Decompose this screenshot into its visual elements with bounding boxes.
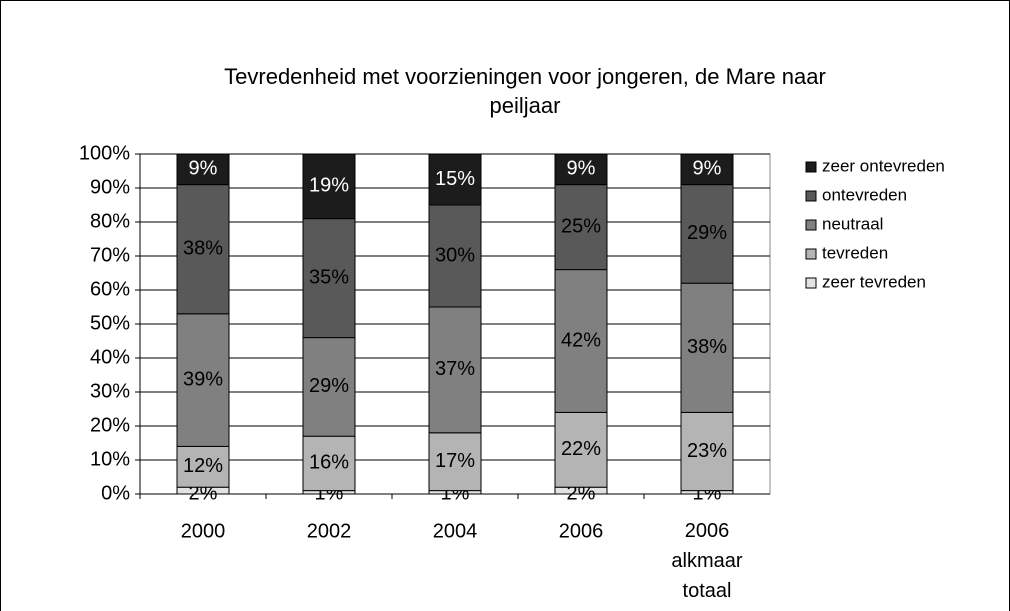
data-label: 38% (183, 237, 223, 259)
data-label: 17% (435, 450, 475, 472)
bar-segment (680, 282, 734, 413)
legend-swatch (805, 277, 817, 289)
x-tick-label: 2004 (433, 520, 478, 542)
legend-swatch (805, 248, 817, 260)
bar-segment (302, 218, 356, 339)
bar-segment (302, 153, 356, 220)
chart-title: Tevredenheid met voorzieningen voor jong… (224, 64, 826, 118)
legend-swatch (805, 190, 817, 202)
bar-segment (176, 184, 230, 315)
bar-segment (176, 445, 230, 488)
legend-label: tevreden (822, 243, 888, 262)
x-tick-label: 2006 alkmaar totaal (671, 520, 742, 602)
data-label: 2% (567, 482, 596, 504)
data-label: 9% (567, 158, 596, 180)
data-label: 29% (687, 222, 727, 244)
data-label: 16% (309, 452, 349, 474)
bar-segment (680, 153, 734, 186)
data-label: 25% (561, 215, 601, 237)
bar-segment (428, 153, 482, 206)
data-label: 12% (183, 455, 223, 477)
y-tick-label: 100% (79, 142, 130, 164)
data-label: 29% (309, 375, 349, 397)
bar-segment (176, 153, 230, 186)
legend-label: ontevreden (822, 185, 907, 204)
bar-segment (680, 411, 734, 492)
data-label: 42% (561, 329, 601, 351)
x-tick-label: 2002 (307, 520, 352, 542)
data-label: 37% (435, 358, 475, 380)
bar-segment (428, 306, 482, 434)
data-label: 39% (183, 368, 223, 390)
legend-label: neutraal (822, 214, 883, 233)
y-tick-label: 20% (90, 414, 130, 436)
legend-swatch (805, 219, 817, 231)
x-tick-label: 2000 (181, 520, 226, 542)
data-label: 35% (309, 266, 349, 288)
y-tick-label: 10% (90, 448, 130, 470)
y-tick-label: 80% (90, 210, 130, 232)
data-label: 9% (189, 158, 218, 180)
data-label: 9% (693, 158, 722, 180)
legend-label: zeer tevreden (822, 272, 926, 291)
bar-segment (302, 337, 356, 437)
data-label: 23% (687, 440, 727, 462)
y-tick-label: 90% (90, 176, 130, 198)
data-label: 38% (687, 336, 727, 358)
bar-segment (176, 313, 230, 447)
data-label: 22% (561, 438, 601, 460)
data-label: 30% (435, 244, 475, 266)
bar-segment (554, 269, 608, 413)
data-label: 2% (189, 482, 218, 504)
bar-segment (428, 204, 482, 308)
y-tick-label: 60% (90, 278, 130, 300)
x-tick-label: 2006 (559, 520, 604, 542)
data-label: 19% (309, 175, 349, 197)
y-tick-label: 30% (90, 380, 130, 402)
y-tick-label: 70% (90, 244, 130, 266)
bar-segment (302, 435, 356, 492)
y-tick-label: 0% (101, 482, 130, 504)
bar-segment (554, 153, 608, 186)
bar-segment (554, 411, 608, 488)
y-tick-label: 50% (90, 312, 130, 334)
data-label: 15% (435, 168, 475, 190)
y-tick-label: 40% (90, 346, 130, 368)
legend-swatch (805, 161, 817, 173)
legend-label: zeer ontevreden (822, 156, 945, 175)
